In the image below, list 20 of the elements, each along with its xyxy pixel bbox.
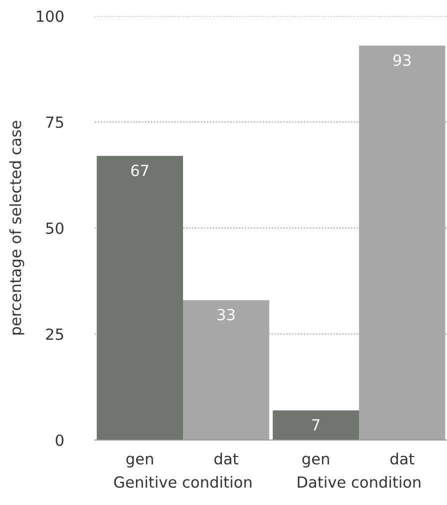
bar: [183, 300, 270, 440]
y-tick-label: 100: [36, 10, 64, 22]
bar: [96, 156, 183, 440]
data-label: 93: [393, 54, 411, 66]
data-label: 7: [312, 419, 320, 430]
x-tick-label: Genitive condition: [114, 476, 252, 488]
bar: [272, 410, 359, 440]
series-label: dat: [214, 452, 238, 465]
series-label: gen: [126, 456, 153, 468]
y-axis-title: percentage of selected case: [9, 120, 24, 335]
x-tick-label: Dative condition: [298, 476, 420, 488]
text: gen: [302, 456, 329, 468]
y-tick-label: 25: [46, 328, 64, 340]
bar: [359, 46, 446, 440]
y-tick-label: 50: [46, 222, 64, 234]
data-label: 67: [131, 164, 148, 176]
y-tick-label: 0: [56, 434, 64, 446]
data-label: 33: [218, 308, 235, 320]
y-tick-label: 75: [46, 116, 64, 128]
text: dat: [390, 452, 414, 465]
